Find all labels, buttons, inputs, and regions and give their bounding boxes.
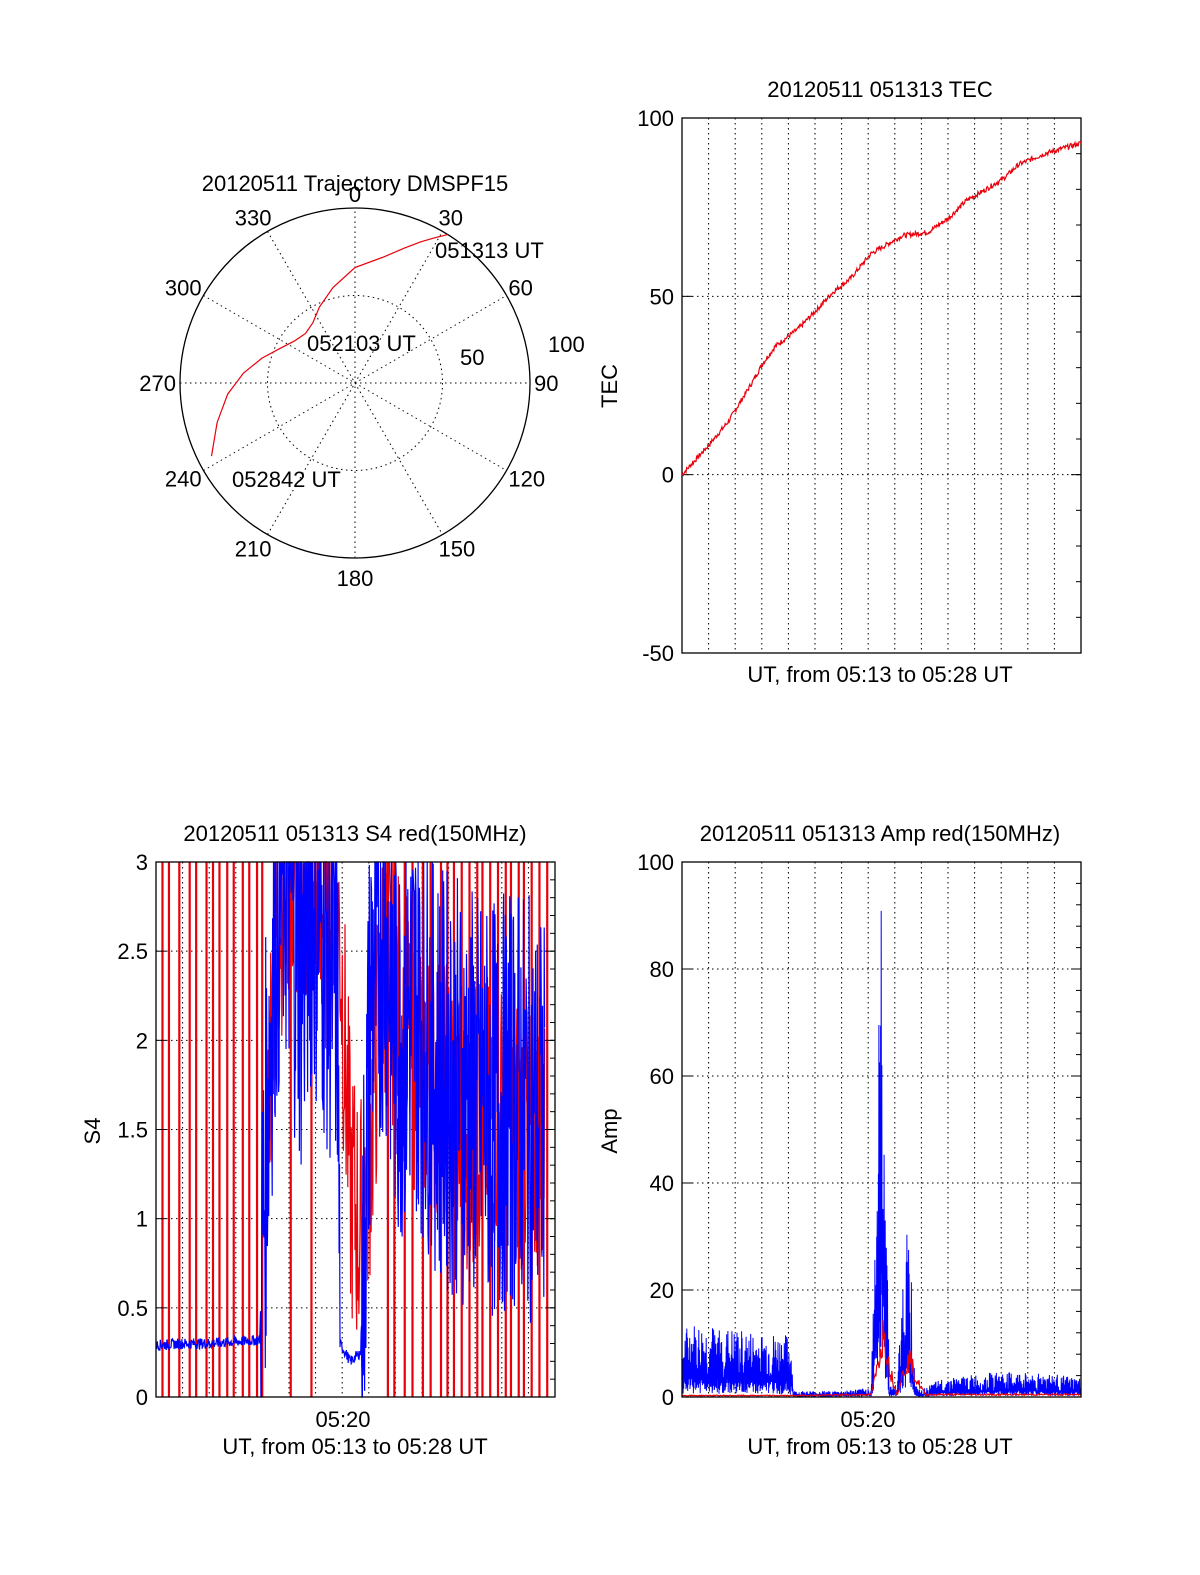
amp-x-tick-label: 05:20 [840, 1407, 895, 1432]
y-tick-label: 40 [650, 1171, 674, 1196]
y-tick-label: 60 [650, 1064, 674, 1089]
trajectory-end-label: 052842 UT [232, 467, 341, 492]
y-tick-label: 1 [136, 1207, 148, 1232]
s4-chart: 20120511 051313 S4 red(150MHz) 3 2.5 2 1.5 1… [80, 821, 556, 1459]
y-tick-label: 0 [662, 463, 674, 488]
polar-chart-title: 20120511 Trajectory DMSPF15 [202, 171, 509, 196]
polar-angle-label: 30 [439, 206, 463, 231]
y-tick-label: 2 [136, 1028, 148, 1053]
polar-angle-label: 330 [235, 206, 272, 231]
trajectory-start-label: 051313 UT [435, 238, 544, 263]
polar-angle-label: 150 [439, 536, 476, 561]
y-tick-label: 0 [136, 1385, 148, 1410]
amp-y-ticks: 100 80 60 40 20 0 [637, 850, 1081, 1410]
y-tick-label: 20 [650, 1278, 674, 1303]
amp-y-axis-label: Amp [597, 1108, 622, 1153]
polar-angle-label: 210 [235, 536, 272, 561]
amp-red-series-line [682, 1320, 1082, 1397]
y-tick-label: 3 [136, 850, 148, 875]
y-tick-label: 80 [650, 957, 674, 982]
trajectory-line [210, 234, 448, 457]
tec-plot-frame [681, 117, 1082, 654]
amp-x-axis-label: UT, from 05:13 to 05:28 UT [747, 1434, 1012, 1459]
amp-chart-title: 20120511 051313 Amp red(150MHz) [700, 821, 1060, 846]
tec-y-axis-label: TEC [597, 364, 622, 408]
y-tick-label: 0 [662, 1385, 674, 1410]
y-tick-label: 100 [637, 106, 674, 131]
amp-plot-frame [681, 861, 1082, 1398]
tec-chart: 20120511 051313 TEC 100 50 0 -50 UT, from 0… [597, 77, 1082, 687]
polar-angle-label: 180 [337, 566, 374, 591]
amp-blue-series-line [681, 910, 1082, 1399]
tec-grid [682, 118, 1081, 653]
polar-angle-label: 120 [508, 467, 545, 492]
polar-angle-label: 60 [508, 276, 532, 301]
tec-chart-title: 20120511 051313 TEC [767, 77, 993, 102]
polar-angle-label: 300 [165, 276, 202, 301]
polar-angle-label: 90 [534, 371, 558, 396]
s4-y-axis-label: S4 [80, 1118, 105, 1145]
s4-x-axis-label: UT, from 05:13 to 05:28 UT [222, 1434, 487, 1459]
polar-angle-label: 0 [349, 182, 361, 207]
polar-angle-label: 270 [139, 371, 176, 396]
y-tick-label: 50 [650, 284, 674, 309]
tec-y-ticks: 100 50 0 -50 [637, 106, 1081, 666]
polar-ring-50 [267, 295, 443, 471]
polar-spoke [267, 231, 443, 535]
y-tick-label: 1.5 [117, 1118, 148, 1143]
polar-outer-ring [179, 207, 531, 559]
trajectory-mid-label: 052103 UT [307, 331, 416, 356]
polar-radius-label-100: 100 [548, 332, 585, 357]
polar-angle-label: 240 [165, 467, 202, 492]
amp-grid [682, 862, 1081, 1397]
y-tick-label: 2.5 [117, 939, 148, 964]
polar-chart: 20120511 Trajectory DMSPF15 0 30 60 90 120 15… [139, 171, 584, 591]
tec-series-line [681, 140, 1082, 477]
polar-grid [180, 208, 530, 558]
polar-angle-labels: 0 30 60 90 120 150 180 210 240 270 300 330 [139, 182, 558, 591]
s4-x-tick-label: 05:20 [315, 1407, 370, 1432]
polar-radius-label-50: 50 [460, 345, 484, 370]
s4-y-ticks: 3 2.5 2 1.5 1 0.5 0 [117, 850, 555, 1410]
s4-blue-series-line [155, 861, 546, 1398]
tec-x-axis-label: UT, from 05:13 to 05:28 UT [747, 662, 1012, 687]
s4-chart-title: 20120511 051313 S4 red(150MHz) [183, 821, 526, 846]
y-tick-label: 100 [637, 850, 674, 875]
y-tick-label: -50 [642, 641, 674, 666]
y-tick-label: 0.5 [117, 1296, 148, 1321]
amp-chart: 20120511 051313 Amp red(150MHz) 100 80 60 4… [597, 821, 1082, 1459]
amp-blue-series [681, 910, 1082, 1399]
